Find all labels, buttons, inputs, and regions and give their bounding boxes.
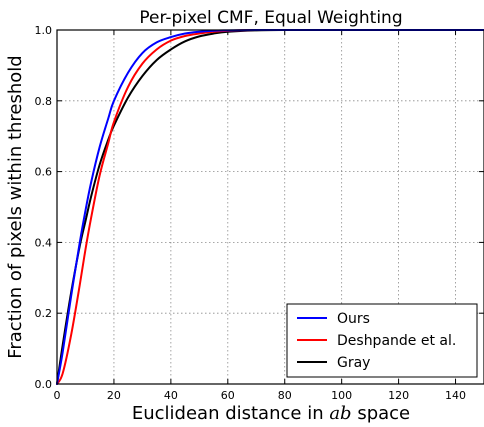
y-tick-label: 0.2: [35, 307, 53, 320]
x-tick-label: 60: [221, 389, 235, 402]
y-tick-label: 1.0: [35, 24, 53, 37]
legend-label: Deshpande et al.: [337, 333, 456, 349]
x-tick-label: 80: [278, 389, 292, 402]
legend-label: Gray: [337, 355, 370, 371]
x-axis-label: Euclidean distance in ab space: [132, 403, 410, 424]
x-tick-label: 120: [388, 389, 409, 402]
legend: Ours Deshpande et al. Gray: [286, 303, 478, 378]
x-tick-label: 140: [445, 389, 466, 402]
y-tick-label: 0.0: [35, 378, 53, 391]
plot-frame: [56, 29, 484, 385]
y-tick-label: 0.4: [35, 236, 53, 249]
y-axis-label: Fraction of pixels within threshold: [5, 55, 26, 358]
x-tick-label: 20: [107, 389, 121, 402]
legend-label: Ours: [337, 311, 370, 327]
x-tick-label: 100: [331, 389, 352, 402]
x-axis-label-math: ab: [329, 403, 351, 424]
x-axis-label-suffix: space: [352, 403, 411, 424]
chart-title: Per-pixel CMF, Equal Weighting: [139, 8, 402, 28]
y-tick-labels: 0.0 0.2 0.4 0.6 0.8 1.0: [35, 24, 53, 391]
x-axis-label-prefix: Euclidean distance in: [132, 403, 329, 424]
x-tick-labels: 0 20 40 60 80 100 120 140: [54, 389, 467, 402]
y-tick-label: 0.8: [35, 95, 53, 108]
x-tick-label: 40: [164, 389, 178, 402]
x-tick-label: 0: [54, 389, 61, 402]
y-tick-label: 0.6: [35, 166, 53, 179]
grid-lines: [57, 30, 484, 384]
